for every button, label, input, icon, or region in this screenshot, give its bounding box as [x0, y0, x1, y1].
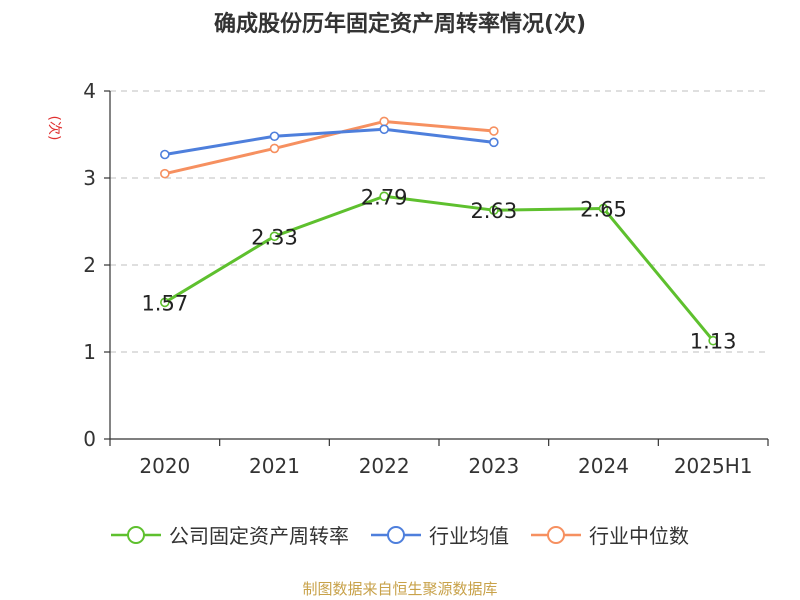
- y-axis-label: (次): [46, 116, 62, 141]
- legend-line-marker-icon: [531, 525, 581, 544]
- data-label: 2.63: [470, 199, 517, 223]
- data-point: [269, 231, 280, 242]
- data-label: 2.65: [580, 197, 627, 221]
- legend-label: 行业中位数: [589, 524, 689, 548]
- data-point: [708, 335, 718, 346]
- data-point: [160, 149, 170, 160]
- data-point: [269, 131, 280, 142]
- legend-line-marker-icon: [371, 525, 421, 544]
- x-tick-label: 2020: [139, 454, 190, 478]
- data-point: [489, 205, 499, 215]
- legend-label: 行业均值: [429, 524, 509, 548]
- data-point: [489, 137, 499, 148]
- data-point: [489, 126, 499, 136]
- y-tick-label: 4: [83, 79, 96, 103]
- data-label: 2.33: [251, 225, 298, 249]
- data-point: [160, 168, 170, 179]
- legend-label: 公司固定资产周转率: [169, 524, 349, 548]
- y-tick-label: 2: [83, 253, 96, 277]
- y-tick-label: 0: [83, 427, 96, 451]
- data-point: [379, 124, 389, 135]
- legend-item[interactable]: 行业中位数: [531, 520, 689, 549]
- y-tick-label: 1: [83, 340, 96, 364]
- data-point: [379, 116, 389, 127]
- legend-line-marker-icon: [111, 525, 161, 544]
- chart-title: 确成股份历年固定资产周转率情况(次): [213, 12, 587, 37]
- data-label: 1.13: [690, 330, 737, 354]
- x-tick-label: 2024: [578, 454, 629, 478]
- legend: 公司固定资产周转率 行业均值 行业中位数: [0, 520, 800, 549]
- series-line: [164, 119, 494, 176]
- data-point: [379, 191, 389, 202]
- series-line: [164, 194, 715, 342]
- data-point: [269, 143, 280, 154]
- legend-item[interactable]: 公司固定资产周转率: [111, 520, 349, 549]
- x-tick-label: 2023: [468, 454, 519, 478]
- data-label: 2.79: [361, 185, 408, 209]
- data-point: [598, 203, 609, 214]
- source-note: 制图数据来自恒生聚源数据库: [302, 580, 498, 598]
- x-tick-label: 2025H1: [674, 454, 753, 478]
- series-line: [164, 127, 495, 156]
- data-point: [160, 297, 170, 308]
- legend-item[interactable]: 行业均值: [371, 520, 509, 549]
- x-tick-label: 2021: [249, 454, 300, 478]
- y-tick-label: 3: [83, 166, 96, 190]
- x-tick-label: 2022: [359, 454, 410, 478]
- data-label: 1.57: [141, 291, 188, 315]
